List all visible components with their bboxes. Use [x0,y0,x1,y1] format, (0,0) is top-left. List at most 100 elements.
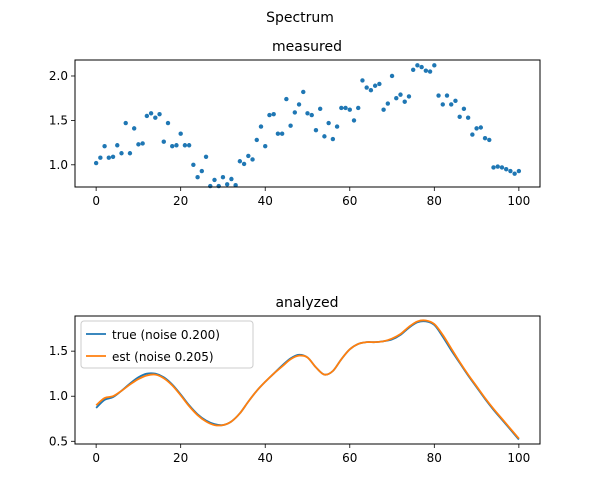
data-point [224,182,230,187]
analyzed-lines [95,319,520,441]
data-point [402,99,407,104]
data-point [313,127,319,133]
data-point [516,168,522,174]
data-point [110,154,116,160]
data-point [258,124,264,129]
x-tick-label: 60 [342,451,357,465]
data-point [339,105,344,111]
measured-title: measured [272,39,342,55]
x-tick-label: 80 [427,451,442,465]
data-point [98,155,103,160]
analyzed-title: analyzed [275,295,338,311]
data-point [165,120,171,126]
x-tick-label: 20 [173,451,188,465]
data-point [271,111,276,117]
data-point [322,134,327,139]
data-point [478,125,484,130]
data-point [195,175,200,180]
measured-axes: measured 0 20 40 60 80 100 1.0 1.5 2.0 [49,39,541,208]
data-point [330,136,336,142]
y-tick-label: 1.0 [49,389,68,403]
figure-suptitle: Spectrum [266,10,334,26]
data-point [356,105,361,111]
legend: true (noise 0.200) est (noise 0.205) [80,320,254,369]
data-point [140,141,145,146]
data-point [212,177,217,183]
data-point [415,63,420,68]
data-point [351,118,357,123]
data-point [254,137,259,143]
y-tick-label: 1.0 [49,158,68,172]
analyzed-x-ticks: 0 20 40 60 80 100 [92,444,530,465]
x-tick-label: 0 [92,451,100,465]
data-point [191,162,196,167]
data-point [148,111,154,116]
data-point [398,92,403,97]
data-point [119,151,124,156]
x-tick-label: 80 [427,194,442,208]
data-point [326,120,331,126]
data-point [372,83,378,88]
x-tick-label: 40 [258,451,273,465]
x-tick-label: 20 [173,194,188,208]
data-point [394,95,399,101]
data-point [246,153,251,159]
data-point [503,167,509,172]
data-point [360,78,365,83]
data-point [267,112,272,118]
data-point [491,165,496,170]
x-tick-label: 40 [258,194,273,208]
data-point [334,124,340,129]
data-point [385,101,391,106]
data-point [309,112,314,118]
data-point [216,183,221,189]
data-point [127,151,133,156]
data-point [284,96,289,102]
data-point [263,143,268,149]
data-point [296,102,302,107]
data-point [317,106,323,112]
data-point [208,183,213,189]
measured-x-ticks: 0 20 40 60 80 100 [92,187,530,208]
data-point [423,68,429,73]
legend-label-est: est (noise 0.205) [112,350,214,364]
data-point [220,175,226,180]
measured-points [93,63,522,189]
data-point [457,114,462,120]
data-point [153,115,158,120]
data-point [436,93,441,98]
data-point [440,102,445,107]
data-point [157,111,162,117]
data-point [106,155,112,160]
data-point [292,110,298,115]
data-point [275,131,281,136]
data-point [123,120,128,126]
data-point [161,139,166,144]
x-tick-label: 100 [507,451,530,465]
data-point [178,131,183,136]
data-point [203,154,209,160]
data-point [233,183,238,188]
data-point [170,143,175,149]
data-point [229,176,234,182]
data-point [512,171,517,176]
x-tick-label: 100 [507,194,530,208]
data-point [406,94,412,99]
data-point [368,87,374,93]
data-point [449,102,454,107]
analyzed-y-ticks: 0.5 1.0 1.5 [49,344,75,448]
data-point [102,143,107,149]
y-tick-label: 1.5 [49,113,68,127]
data-point [419,64,424,70]
x-tick-label: 0 [92,194,100,208]
data-point [115,143,120,148]
data-point [174,143,179,148]
data-point [305,111,310,116]
data-point [427,69,433,74]
data-point [301,89,306,95]
legend-box [80,320,254,369]
data-point [136,142,141,147]
data-point [131,126,137,131]
x-tick-label: 60 [342,194,357,208]
